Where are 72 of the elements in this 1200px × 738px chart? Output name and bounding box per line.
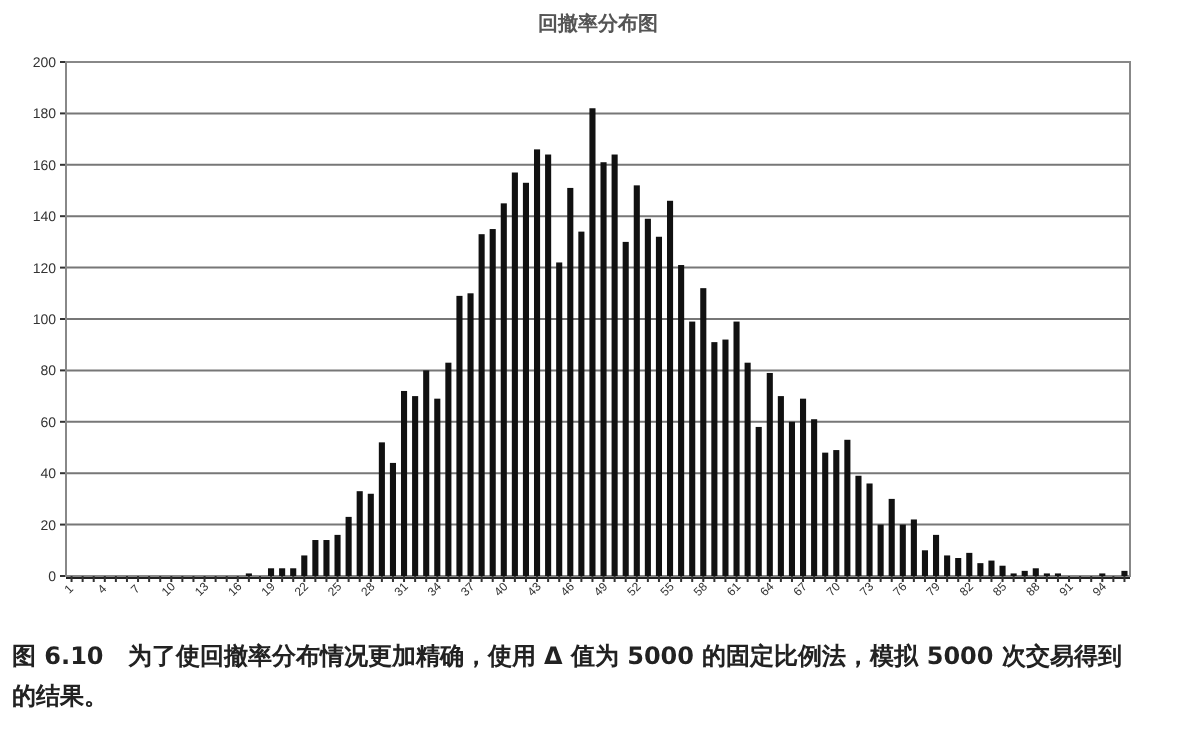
bar	[711, 342, 718, 576]
bar	[966, 552, 973, 576]
bar	[412, 396, 419, 576]
bar	[833, 450, 840, 576]
bar	[899, 524, 906, 576]
bar	[633, 185, 640, 576]
bar	[356, 491, 363, 576]
bar	[556, 262, 563, 576]
bar	[1032, 568, 1039, 576]
bar	[1021, 570, 1028, 576]
bar	[301, 555, 308, 576]
bar	[400, 390, 408, 576]
bar	[744, 362, 751, 576]
bar	[334, 534, 341, 576]
bar	[689, 321, 696, 576]
bar	[877, 524, 884, 576]
bar	[866, 483, 873, 576]
bar	[467, 293, 474, 576]
bar	[932, 534, 940, 576]
bar	[622, 241, 629, 576]
caption: 图 6.10 为了使回撤率分布情况更加精确，使用 Δ 值为 5000 的固定比例法，模拟 5000 次交易得到的结果。	[12, 640, 1124, 714]
chart-title: 回撤率分布图	[538, 12, 658, 36]
bar	[755, 426, 762, 576]
bar	[500, 203, 507, 576]
bar	[678, 265, 685, 576]
bar	[722, 339, 729, 576]
bar	[545, 154, 552, 576]
bar	[799, 398, 807, 576]
bar	[423, 370, 430, 576]
bar	[733, 321, 740, 576]
bar	[988, 560, 995, 576]
bar	[921, 550, 929, 576]
bar	[279, 568, 286, 576]
bar	[489, 229, 496, 576]
bar	[533, 149, 541, 576]
bar	[944, 555, 951, 576]
bar	[644, 218, 651, 576]
bar	[478, 234, 485, 576]
bar	[511, 172, 518, 576]
bar	[1121, 570, 1128, 576]
bar	[888, 498, 895, 576]
bar	[777, 396, 784, 576]
bar	[522, 182, 530, 576]
bar	[811, 419, 818, 576]
bar	[977, 563, 984, 576]
bar	[290, 568, 297, 576]
bar	[855, 475, 862, 576]
bar	[611, 154, 618, 576]
bar	[445, 362, 452, 576]
bar	[666, 200, 674, 576]
bar	[323, 540, 330, 576]
bar	[345, 516, 352, 576]
bar	[600, 162, 607, 576]
bar	[999, 565, 1006, 576]
bar	[378, 442, 385, 576]
bar	[766, 372, 773, 576]
bar	[434, 398, 441, 576]
bar	[567, 187, 574, 576]
bar	[312, 540, 319, 576]
bar	[910, 519, 917, 576]
bar	[267, 568, 275, 576]
bar	[788, 421, 796, 576]
bar	[389, 462, 397, 576]
bar	[822, 452, 829, 576]
bar	[589, 108, 596, 576]
bar	[844, 439, 851, 576]
bar	[700, 288, 707, 576]
bar	[955, 558, 962, 576]
bar	[456, 295, 463, 576]
bar	[655, 236, 663, 576]
bar	[367, 493, 374, 576]
bar	[578, 231, 585, 576]
